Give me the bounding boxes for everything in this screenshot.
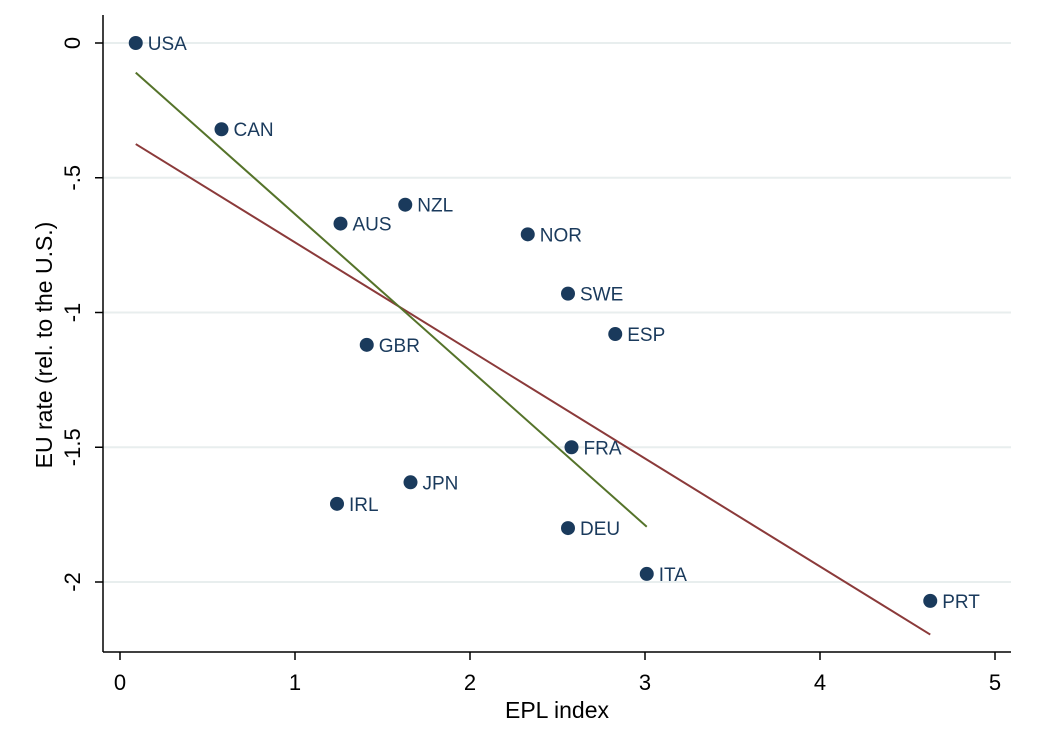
axes: 0 1 2 3 4 5 0 -.5 -1 -1.5 -2 [60,15,1011,695]
fit-line [135,143,931,636]
data-point-label: NZL [417,196,453,217]
data-point [923,593,938,608]
data-point [520,227,535,242]
data-point [561,286,575,301]
x-tick-label: 4 [814,670,826,695]
y-tick-label: -2 [60,572,85,592]
data-point-label: NOR [540,225,582,246]
y-axis-title: EU rate (rel. to the U.S.) [31,222,57,469]
data-point [564,440,579,455]
data-point [403,475,418,490]
data-point-label: CAN [234,120,274,141]
data-point-label: GBR [379,336,420,357]
data-point [639,566,654,581]
x-tick-label: 1 [289,670,301,695]
data-point [128,36,143,50]
data-point-label: AUS [353,215,392,236]
data-point-label: JPN [423,473,459,494]
x-tick-label: 5 [989,670,1001,695]
y-tick-label: -.5 [60,165,85,191]
data-point-label: ESP [627,325,665,346]
y-tick-label: -1 [60,303,85,323]
x-tick-label: 0 [114,670,126,695]
y-tick-label: -1.5 [60,428,85,466]
data-point-label: ITA [659,565,687,586]
data-point [398,197,413,212]
data-point-label: SWE [580,285,623,306]
data-point [359,337,374,352]
x-axis-title: EPL index [505,697,609,723]
fit-line [135,71,648,528]
x-tick-label: 3 [639,670,651,695]
data-point-label: IRL [349,495,379,516]
fit-lines [135,71,931,636]
data-point-label: PRT [942,592,980,613]
data-point [333,216,348,231]
data-point [330,496,344,511]
data-point [214,122,229,137]
x-tick-label: 2 [464,670,476,695]
data-point-label: USA [148,34,187,55]
data-point [561,521,575,536]
data-point [608,327,623,342]
data-point-label: FRA [584,438,622,459]
data-point-label: DEU [580,519,620,540]
y-tick-label: 0 [60,37,85,49]
